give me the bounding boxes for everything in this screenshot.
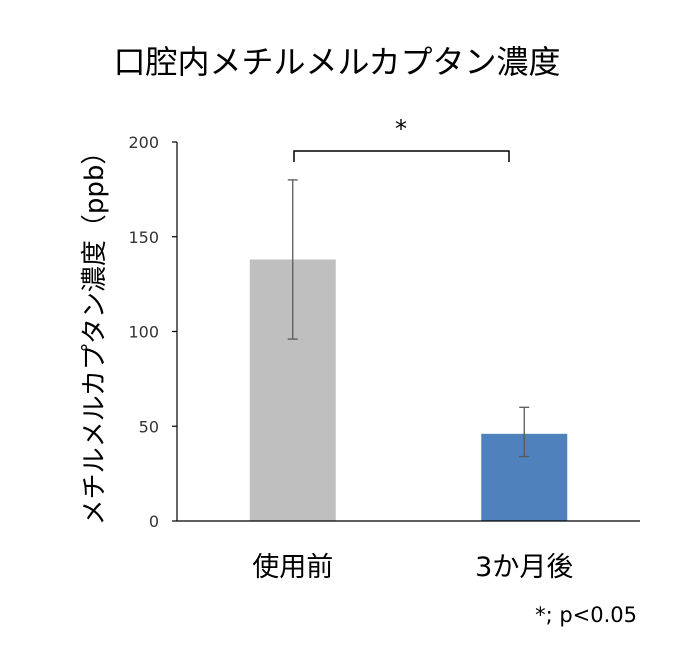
significance-marker: * xyxy=(395,115,407,143)
x-category-label: 3か月後 xyxy=(475,552,573,583)
y-tick-label: 100 xyxy=(128,323,159,342)
chart-title: 口腔内メチルメルカプタン濃度 xyxy=(113,43,560,81)
y-tick-label: 150 xyxy=(128,228,159,247)
y-axis-label: メチルメルカプタン濃度（ppb） xyxy=(80,139,110,526)
x-category-label: 使用前 xyxy=(252,552,333,583)
y-axis-ticks: 0 50 100 150 200 xyxy=(128,133,177,531)
x-axis-categories: 使用前 3か月後 xyxy=(252,552,573,583)
bars xyxy=(249,259,568,521)
error-bars xyxy=(287,179,530,458)
y-tick-label: 0 xyxy=(149,512,159,531)
y-tick-label: 50 xyxy=(139,417,159,436)
significance-bracket xyxy=(293,150,510,162)
footnote: *; p<0.05 xyxy=(535,603,637,627)
y-tick-label: 200 xyxy=(128,133,159,152)
